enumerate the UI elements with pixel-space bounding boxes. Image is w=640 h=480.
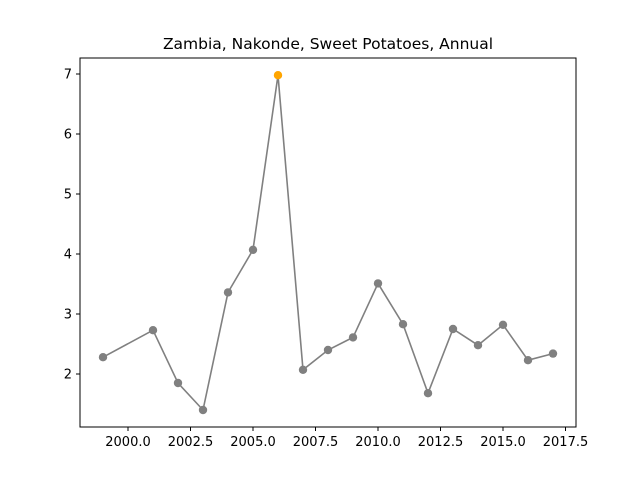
data-point bbox=[323, 345, 333, 355]
y-tick-label: 6 bbox=[64, 128, 72, 143]
x-tick-label: 2017.5 bbox=[543, 435, 589, 450]
data-point bbox=[173, 378, 183, 388]
data-point bbox=[498, 320, 508, 329]
x-tick-label: 2005.0 bbox=[230, 435, 276, 450]
y-tick-label: 5 bbox=[64, 188, 72, 203]
data-point bbox=[523, 356, 533, 365]
y-axis: 2 3 4 5 6 7 bbox=[64, 68, 80, 383]
data-point bbox=[548, 349, 558, 358]
y-tick-label: 7 bbox=[64, 68, 72, 83]
data-point bbox=[148, 326, 158, 335]
highlighted-data-point bbox=[273, 71, 283, 80]
y-tick-label: 4 bbox=[64, 248, 72, 263]
data-point bbox=[198, 405, 208, 415]
x-tick-label: 2000.0 bbox=[105, 435, 151, 450]
data-point bbox=[248, 245, 258, 254]
x-tick-label: 2015.0 bbox=[480, 435, 526, 450]
x-tick-label: 2010.0 bbox=[355, 435, 401, 450]
data-point bbox=[298, 365, 308, 374]
data-point bbox=[473, 341, 483, 350]
x-axis: 2000.0 2002.5 2005.0 2007.5 2010.0 2012.5 2015… bbox=[105, 427, 588, 450]
y-tick-label: 3 bbox=[64, 308, 72, 323]
series-layer bbox=[98, 71, 558, 415]
data-point bbox=[98, 353, 108, 362]
data-point bbox=[448, 324, 458, 334]
x-tick-label: 2002.5 bbox=[168, 435, 214, 450]
data-point bbox=[223, 288, 233, 297]
data-point bbox=[348, 333, 358, 342]
x-tick-label: 2012.5 bbox=[418, 435, 464, 450]
chart-title: Zambia, Nakonde, Sweet Potatoes, Annual bbox=[163, 35, 493, 53]
series-line bbox=[102, 75, 554, 412]
plot-area-frame bbox=[79, 57, 577, 428]
data-point bbox=[423, 389, 433, 398]
data-point bbox=[373, 279, 383, 288]
x-tick-label: 2007.5 bbox=[293, 435, 339, 450]
data-point bbox=[398, 320, 408, 329]
y-tick-label: 2 bbox=[64, 368, 72, 383]
